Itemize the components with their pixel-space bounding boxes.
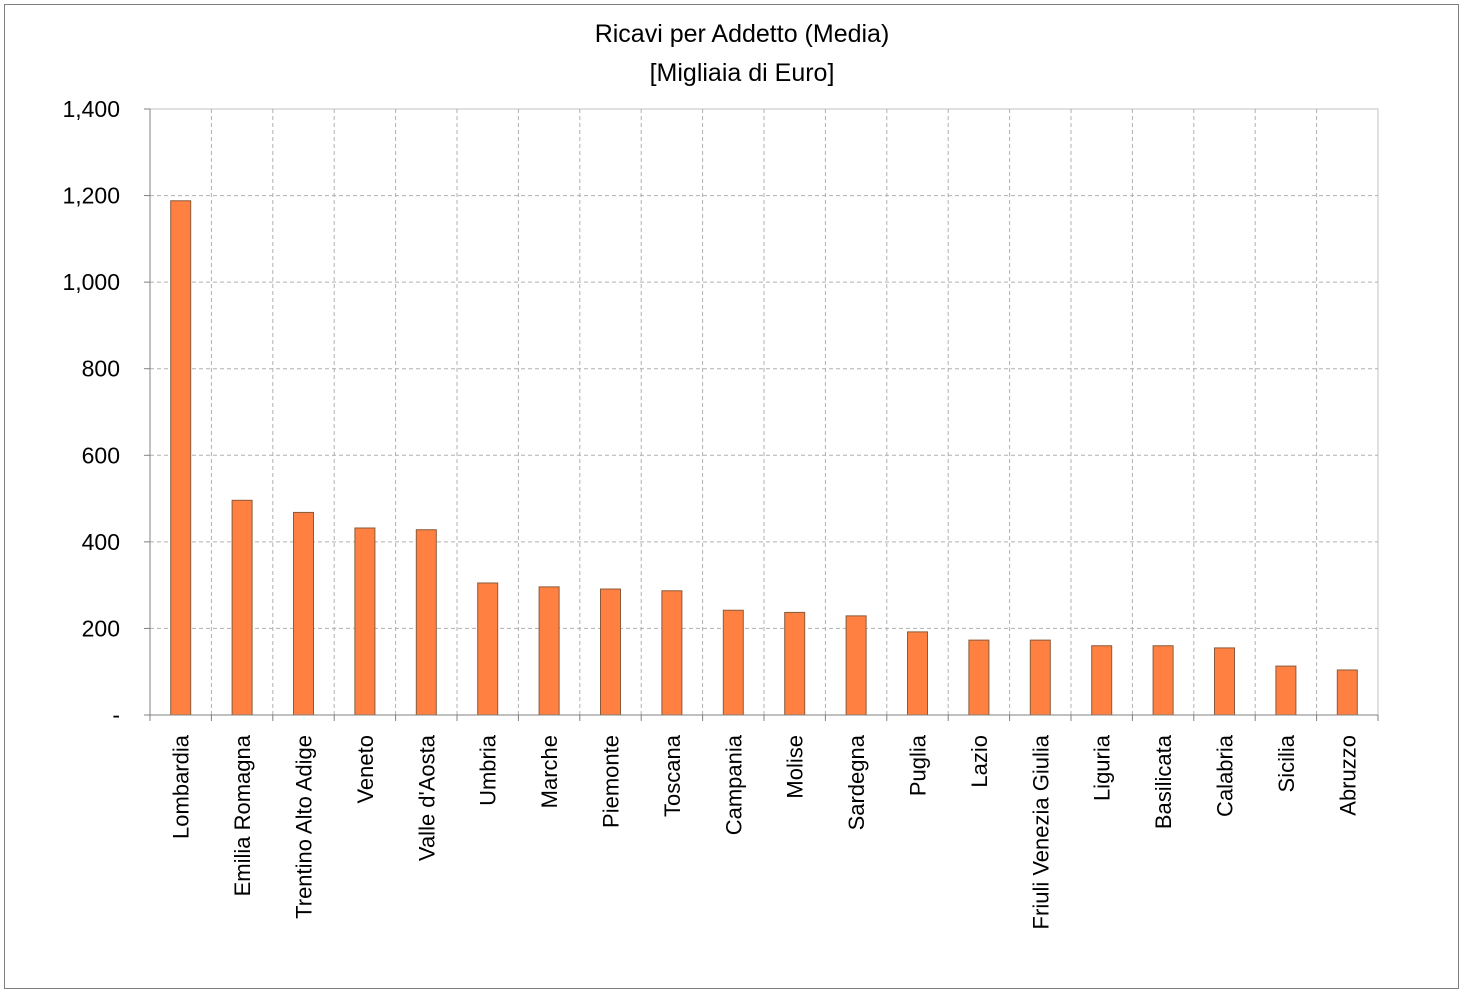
bar <box>1091 645 1113 716</box>
bar <box>1152 645 1174 716</box>
x-category-label: Puglia <box>906 734 931 796</box>
bar <box>784 611 806 716</box>
x-category-label: Lombardia <box>169 734 194 839</box>
x-category-label: Molise <box>783 735 808 799</box>
labels-layer: - 200 400 600 800 1,000 1,200 1,400 Lombardia Emi… <box>62 96 1360 929</box>
y-tick-label: 1,200 <box>62 183 120 209</box>
bar <box>722 609 744 716</box>
y-tick-label: 1,400 <box>62 96 120 122</box>
chart-subtitle: [Migliaia di Euro] <box>650 59 835 87</box>
bar <box>170 200 192 716</box>
bar <box>1214 647 1235 716</box>
x-category-label: Liguria <box>1090 734 1115 801</box>
bar <box>477 582 499 716</box>
x-category-label: Marche <box>537 735 562 808</box>
y-tick-label: 600 <box>82 442 120 468</box>
bar <box>600 588 621 716</box>
bars-layer <box>170 200 1358 716</box>
bar <box>661 590 683 716</box>
bar <box>1336 669 1358 716</box>
x-category-label: Lazio <box>967 735 992 788</box>
x-category-label: Campania <box>721 734 746 835</box>
x-category-label: Sardegna <box>844 734 869 830</box>
bar <box>845 615 867 716</box>
chart-frame <box>4 4 1459 989</box>
bar <box>907 631 928 716</box>
x-category-label: Umbria <box>476 734 501 806</box>
x-category-label: Calabria <box>1213 734 1238 817</box>
x-category-label: Sicilia <box>1274 734 1299 792</box>
y-tick-label: 800 <box>82 356 120 382</box>
x-category-label: Abruzzo <box>1335 735 1360 816</box>
x-category-label: Valle d'Aosta <box>414 734 439 861</box>
y-tick-label: 400 <box>82 529 120 555</box>
x-category-label: Basilicata <box>1151 734 1176 829</box>
x-category-label: Trentino Alto Adige <box>292 735 317 919</box>
y-tick-label: - <box>112 702 120 728</box>
bar <box>231 499 253 716</box>
bar <box>1029 639 1051 716</box>
x-category-label: Toscana <box>660 734 685 817</box>
bar <box>1275 665 1297 716</box>
bar <box>415 529 437 716</box>
bar <box>968 639 990 716</box>
x-category-label: Friuli Venezia Giulia <box>1028 734 1053 929</box>
grid-layer <box>149 108 1379 716</box>
bar <box>538 586 560 716</box>
x-category-label: Piemonte <box>599 735 624 828</box>
y-tick-label: 200 <box>82 615 120 641</box>
x-category-label: Emilia Romagna <box>230 734 255 896</box>
axis-layer <box>144 108 1379 721</box>
y-tick-label: 1,000 <box>62 269 120 295</box>
bar <box>354 527 376 716</box>
bar <box>293 511 314 716</box>
x-category-label: Veneto <box>353 735 378 804</box>
chart-title: Ricavi per Addetto (Media) <box>595 20 890 48</box>
